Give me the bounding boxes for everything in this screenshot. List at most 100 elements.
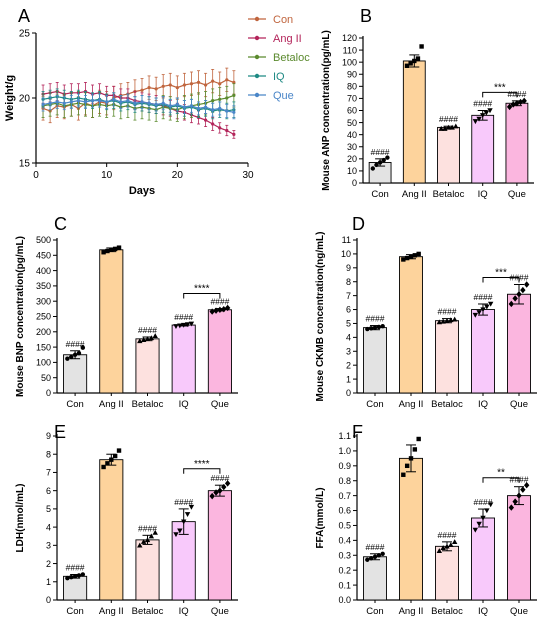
y-axis-label: FFA(mmol/L)	[315, 487, 326, 548]
data-point	[232, 133, 235, 136]
y-tick-label: 4	[346, 333, 351, 343]
data-point	[416, 252, 420, 256]
bar	[438, 127, 460, 183]
data-point	[117, 448, 121, 452]
panel-letter: C	[54, 214, 67, 234]
bracket-label: ****	[194, 459, 210, 470]
data-point	[183, 106, 186, 109]
x-tick-label: Que	[211, 399, 229, 410]
x-tick-label: Betaloc	[132, 399, 164, 410]
significance-label: ####	[210, 473, 229, 483]
data-point	[225, 129, 228, 132]
y-tick-label: 5	[46, 504, 51, 514]
significance-label: ####	[174, 312, 193, 322]
data-point	[140, 89, 143, 92]
data-point	[105, 100, 108, 103]
data-point	[204, 83, 207, 86]
panel-letter: E	[54, 422, 66, 442]
data-point	[98, 99, 101, 102]
x-tick-label: Con	[66, 606, 83, 617]
y-tick-label: 0	[46, 388, 51, 398]
y-tick-label: 6	[346, 305, 351, 315]
bar-group-ang-ii: Ang II	[399, 437, 424, 617]
y-axis-label: LDH(nmol/mL)	[15, 484, 26, 553]
y-tick-label: 0	[352, 178, 357, 188]
y-tick-label: 1.0	[338, 446, 351, 456]
data-point	[69, 575, 73, 579]
x-tick-label: Betaloc	[431, 399, 463, 410]
y-axis-label: Mouse CKMB concentration(ng/mL)	[315, 232, 326, 402]
x-tick-label: Betaloc	[433, 189, 465, 200]
y-axis-label: Mouse BNP concentration(pg/mL)	[15, 236, 26, 397]
data-point	[225, 96, 228, 99]
bar	[507, 496, 530, 600]
panel-letter: A	[18, 6, 30, 26]
bracket-label: ****	[194, 284, 210, 295]
x-tick-label: IQ	[478, 606, 488, 617]
y-tick-label: 0.6	[338, 506, 351, 516]
bar	[136, 339, 159, 393]
data-point	[416, 56, 420, 60]
x-tick-label: Ang II	[402, 189, 427, 200]
data-point	[211, 80, 214, 83]
y-tick-label: 2	[46, 559, 51, 569]
bar	[435, 321, 458, 393]
y-tick-label: 0	[346, 388, 351, 398]
bar-group-que: ####Que	[208, 473, 231, 617]
significance-label: ####	[438, 307, 457, 317]
y-tick-label: 250	[36, 312, 51, 322]
bar-group-betaloc: #### Betaloc	[431, 307, 463, 410]
y-tick-label: 40	[347, 130, 357, 140]
data-point	[81, 572, 85, 576]
bar-group-betaloc: #### Betaloc	[431, 530, 463, 617]
bar	[471, 310, 494, 393]
data-point	[112, 98, 115, 101]
panel-d: D01234567891011Mouse CKMB concentration(…	[315, 214, 537, 410]
y-tick-label: 8	[346, 277, 351, 287]
data-point	[155, 103, 158, 106]
data-point	[197, 81, 200, 84]
y-tick-label: 0.5	[338, 521, 351, 531]
bar-group-iq: ####IQ	[172, 497, 195, 617]
data-point	[91, 99, 94, 102]
bar-group-iq: ####IQ	[172, 312, 195, 410]
data-point	[63, 102, 66, 105]
x-tick-label: Con	[371, 189, 388, 200]
data-point	[377, 553, 381, 557]
y-tick-label: 3	[46, 541, 51, 551]
x-tick-label: Ang II	[399, 399, 424, 410]
data-point	[453, 124, 458, 129]
legend-marker	[255, 36, 259, 40]
y-tick-label: 1	[346, 374, 351, 384]
legend-marker	[255, 74, 259, 78]
bar-group-iq: ####IQ	[472, 99, 494, 201]
data-point	[169, 83, 172, 86]
y-tick-label: 450	[36, 251, 51, 261]
bar	[100, 250, 123, 393]
data-point	[373, 555, 377, 559]
data-point	[185, 512, 190, 517]
panel-c: C 0 50 100 150 200 250 300 350 400 450 500 Mouse BNP…	[15, 214, 238, 410]
y-tick-label: 120	[342, 33, 357, 43]
data-point	[211, 99, 214, 102]
data-point	[225, 78, 228, 81]
data-point	[69, 355, 73, 359]
bar	[136, 540, 159, 600]
panel-e: E0123456789LDH(nmol/mL)####Con Ang II####…	[15, 422, 238, 617]
y-tick-label: 9	[46, 431, 51, 441]
bar-group-ang-ii: Ang II	[399, 252, 424, 410]
bar	[507, 294, 530, 393]
data-point	[373, 325, 377, 329]
y-tick-label: 1.1	[338, 431, 351, 441]
y-tick-label: 7	[46, 468, 51, 478]
data-point	[105, 461, 109, 465]
x-tick-label: IQ	[179, 606, 189, 617]
data-point	[70, 100, 73, 103]
data-point	[232, 111, 235, 114]
data-point	[162, 102, 165, 105]
data-point	[377, 325, 381, 329]
bar-group-que: ####Que	[507, 475, 530, 617]
y-tick-label: 0.4	[338, 536, 351, 546]
significance-label: ####	[366, 542, 385, 552]
